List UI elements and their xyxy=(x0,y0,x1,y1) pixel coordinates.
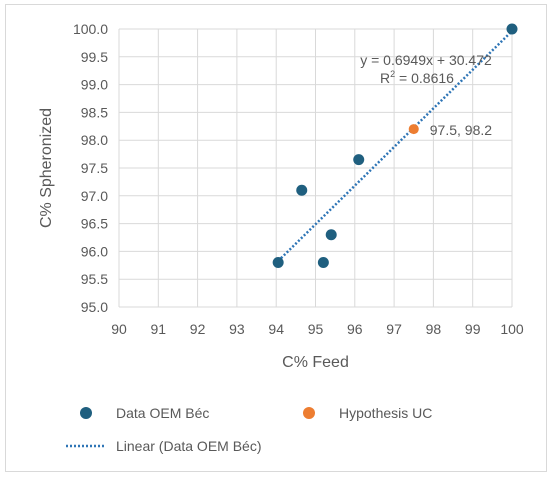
data-oem-point xyxy=(325,229,337,241)
x-tick-label: 97 xyxy=(386,321,402,337)
y-tick-label: 100.0 xyxy=(73,21,108,37)
x-axis-title: C% Feed xyxy=(282,354,349,371)
y-axis-title: C% Spheronized xyxy=(38,108,55,228)
data-oem-point xyxy=(506,23,518,35)
y-tick-label: 99.0 xyxy=(81,77,108,93)
x-tick-label: 93 xyxy=(229,321,245,337)
data-oem-point xyxy=(296,184,308,196)
points-layer xyxy=(272,23,518,269)
x-tick-label: 95 xyxy=(308,321,324,337)
y-tick-label: 99.5 xyxy=(81,49,108,65)
y-tick-label: 98.0 xyxy=(81,132,108,148)
hypothesis-uc-point xyxy=(408,124,419,135)
trendline-layer xyxy=(277,30,513,262)
y-tick-label: 95.0 xyxy=(81,299,108,315)
x-tick-label: 90 xyxy=(111,321,127,337)
y-tick-label: 97.0 xyxy=(81,188,108,204)
x-tick-label: 98 xyxy=(426,321,442,337)
y-tick-label: 95.5 xyxy=(81,271,108,287)
legend-label-data-oem: Data OEM Béc xyxy=(116,405,209,421)
legend-label-linear-trend: Linear (Data OEM Béc) xyxy=(116,438,262,454)
trendline-r-squared: R2 = 0.8616 xyxy=(380,69,454,86)
y-tick-label: 97.5 xyxy=(81,160,108,176)
x-tick-label: 96 xyxy=(347,321,363,337)
x-tick-label: 100 xyxy=(500,321,524,337)
scatter-chart: 90 91 92 93 94 95 96 97 98 99 100 95.0 95.5 96.0 96.5 9… xyxy=(38,21,524,454)
legend-marker-hypothesis-uc xyxy=(303,407,315,419)
axes: 90 91 92 93 94 95 96 97 98 99 100 95.0 95.5 96.0 96.5 9… xyxy=(73,21,524,337)
data-oem-point xyxy=(272,257,284,269)
legend: Data OEM Béc Hypothesis UC Linear (Data … xyxy=(66,405,432,454)
trendline-equation: y = 0.6949x + 30.472 xyxy=(360,52,492,68)
r-squared-prefix: R xyxy=(380,70,390,86)
r-squared-superscript: 2 xyxy=(390,69,395,79)
x-tick-label: 99 xyxy=(465,321,481,337)
chart-area: 90 91 92 93 94 95 96 97 98 99 100 95.0 95.5 96.0 96.5 9… xyxy=(5,4,547,472)
data-oem-point xyxy=(353,154,365,166)
x-tick-label: 92 xyxy=(190,321,206,337)
r-squared-value: = 0.8616 xyxy=(395,70,454,86)
y-tick-label: 96.5 xyxy=(81,216,108,232)
linear-trendline xyxy=(277,30,513,262)
hypothesis-data-label: 97.5, 98.2 xyxy=(430,122,492,138)
legend-marker-data-oem xyxy=(80,407,92,419)
y-tick-label: 98.5 xyxy=(81,104,108,120)
y-tick-label: 96.0 xyxy=(81,243,108,259)
x-tick-label: 91 xyxy=(151,321,167,337)
gridlines xyxy=(118,28,513,308)
data-oem-point xyxy=(317,257,329,269)
x-tick-label: 94 xyxy=(268,321,284,337)
legend-label-hypothesis-uc: Hypothesis UC xyxy=(339,405,432,421)
